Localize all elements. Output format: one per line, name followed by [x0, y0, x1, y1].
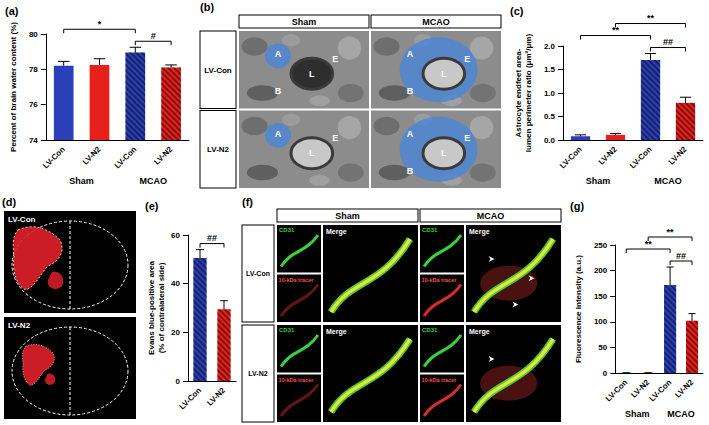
svg-text:(b): (b)	[200, 1, 214, 13]
svg-text:50: 50	[598, 343, 607, 352]
svg-text:LV-Con: LV-Con	[204, 66, 232, 75]
svg-text:Percent of brain water content: Percent of brain water content (%)	[9, 22, 18, 152]
svg-text:LV-Con: LV-Con	[113, 145, 139, 171]
svg-text:LV-N2: LV-N2	[152, 144, 174, 166]
svg-text:L: L	[309, 148, 315, 158]
svg-text:2.0: 2.0	[544, 42, 556, 51]
svg-text:Sham: Sham	[586, 176, 611, 186]
svg-text:E: E	[332, 133, 338, 143]
svg-text:Merge: Merge	[326, 328, 347, 336]
svg-text:74: 74	[29, 136, 38, 145]
svg-text:0.5: 0.5	[544, 112, 556, 121]
svg-text:B: B	[407, 86, 414, 96]
svg-text:80: 80	[29, 30, 38, 39]
svg-text:1.5: 1.5	[544, 65, 556, 74]
svg-text:LV-N2: LV-N2	[629, 377, 652, 400]
svg-text:LV-Con: LV-Con	[558, 145, 584, 171]
svg-text:LV-N2: LV-N2	[8, 321, 31, 330]
svg-text:250: 250	[594, 241, 608, 250]
svg-text:10-kDa tracer: 10-kDa tracer	[279, 377, 315, 383]
svg-text:Astrocyte endfeet area-: Astrocyte endfeet area-	[514, 48, 523, 137]
svg-text:0: 0	[603, 369, 608, 378]
svg-text:LV-N2: LV-N2	[248, 370, 267, 377]
svg-text:A: A	[407, 49, 414, 59]
svg-text:LV-N2: LV-N2	[673, 377, 695, 399]
svg-text:LV-N2: LV-N2	[205, 385, 227, 407]
svg-text:(c): (c)	[510, 5, 524, 17]
svg-text:LV-N2: LV-N2	[81, 144, 103, 166]
svg-text:LV-Con: LV-Con	[604, 378, 630, 404]
svg-text:0.0: 0.0	[544, 136, 556, 145]
svg-text:CD31: CD31	[422, 327, 438, 333]
svg-text:E: E	[464, 133, 470, 143]
svg-text:##: ##	[663, 37, 673, 47]
svg-text:10-kDa tracer: 10-kDa tracer	[422, 377, 458, 383]
svg-text:10-kDa tracer: 10-kDa tracer	[422, 277, 458, 283]
svg-text:**: **	[667, 227, 675, 237]
svg-text:MCAO: MCAO	[422, 17, 450, 27]
svg-text:Merge: Merge	[469, 328, 490, 336]
svg-text:##: ##	[676, 251, 686, 261]
svg-text:##: ##	[207, 233, 217, 243]
svg-text:CD31: CD31	[422, 227, 438, 233]
svg-text:100: 100	[594, 317, 608, 326]
svg-text:B: B	[275, 86, 282, 96]
svg-text:LV-N2: LV-N2	[667, 144, 689, 166]
svg-text:(g): (g)	[570, 200, 584, 212]
svg-text:LV-Con: LV-Con	[177, 386, 203, 412]
svg-text:MCAO: MCAO	[654, 176, 682, 186]
svg-text:76: 76	[29, 100, 38, 109]
svg-text:40: 40	[171, 279, 180, 288]
svg-text:LV-Con: LV-Con	[628, 145, 654, 171]
svg-text:Sham: Sham	[335, 211, 360, 221]
svg-text:LV-Con: LV-Con	[8, 215, 36, 224]
svg-text:LV-Con: LV-Con	[246, 270, 270, 277]
svg-text:E: E	[332, 54, 338, 64]
svg-text:*: *	[98, 19, 102, 29]
svg-text:Sham: Sham	[625, 409, 650, 419]
svg-text:Evans blue-positive area: Evans blue-positive area	[147, 261, 156, 355]
svg-text:Fluorescence intensity (a.u.): Fluorescence intensity (a.u.)	[574, 255, 583, 363]
svg-text:L: L	[441, 69, 447, 79]
svg-text:Merge: Merge	[469, 228, 490, 236]
svg-text:E: E	[464, 54, 470, 64]
svg-text:(a): (a)	[5, 5, 19, 17]
svg-text:B: B	[407, 166, 414, 176]
svg-text:**: **	[647, 13, 655, 23]
svg-text:MCAO: MCAO	[667, 409, 695, 419]
svg-text:Sham: Sham	[292, 17, 317, 27]
svg-text:LV-N2: LV-N2	[597, 144, 619, 166]
svg-text:0: 0	[176, 377, 181, 386]
svg-text:60: 60	[171, 231, 180, 240]
svg-text:CD31: CD31	[279, 327, 295, 333]
svg-text:(e): (e)	[145, 200, 159, 212]
svg-text:Merge: Merge	[326, 228, 347, 236]
svg-text:(f): (f)	[242, 196, 253, 208]
svg-text:A: A	[275, 49, 282, 59]
svg-text:200: 200	[594, 266, 608, 275]
svg-text:1.0: 1.0	[544, 89, 556, 98]
svg-text:CD31: CD31	[279, 227, 295, 233]
svg-text:MCAO: MCAO	[477, 211, 505, 221]
svg-text:20: 20	[171, 328, 180, 337]
svg-text:L: L	[441, 148, 447, 158]
svg-text:A: A	[407, 129, 414, 139]
svg-text:(d): (d)	[2, 196, 16, 208]
svg-text:A: A	[275, 129, 282, 139]
svg-text:MCAO: MCAO	[139, 176, 167, 186]
svg-text:L: L	[309, 69, 315, 79]
svg-text:LV-Con: LV-Con	[41, 145, 67, 171]
svg-text:78: 78	[29, 65, 38, 74]
svg-text:#: #	[151, 31, 156, 41]
svg-text:10-kDa tracer: 10-kDa tracer	[279, 277, 315, 283]
svg-text:LV-Con: LV-Con	[648, 378, 674, 404]
svg-text:(% of contralateral side): (% of contralateral side)	[157, 262, 166, 353]
svg-text:Sham: Sham	[69, 176, 94, 186]
svg-text:150: 150	[594, 292, 608, 301]
svg-text:lumen perimeter ratio (μm²/μm): lumen perimeter ratio (μm²/μm)	[524, 34, 533, 153]
svg-text:LV-N2: LV-N2	[207, 145, 230, 154]
